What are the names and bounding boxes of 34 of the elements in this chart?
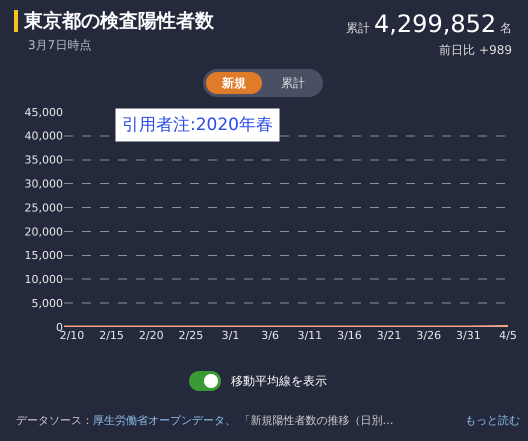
text: 累計 [346,21,370,35]
y-tick-label: 20,000 [24,225,63,238]
x-tick-label: 2/25 [178,329,204,342]
y-tick-label: 40,000 [24,130,63,143]
x-tick-label: 3/16 [337,329,362,342]
x-tick-label: 3/11 [297,329,322,342]
x-tick-label: 2/15 [99,329,124,342]
y-tick-label: 30,000 [24,178,63,191]
y-tick-label: 35,000 [24,154,63,167]
text: 4,299,852 [374,10,496,38]
x-tick-label: 3/1 [222,329,240,342]
chart-subtitle: 3月7日時点 [28,37,92,54]
x-tick-label: 3/6 [261,329,279,342]
x-tick-label: 2/20 [138,329,164,342]
tab-switch: 新規 累計 [203,69,323,97]
y-tick-label: 25,000 [24,201,63,214]
y-tick-label: 0 [56,320,63,334]
x-tick-label: 4/5 [499,329,517,342]
text: 移動平均線を表示 [231,373,327,390]
text: 厚生労働省オープンデータ、 [93,414,236,427]
y-tick-label: 10,000 [24,273,63,286]
y-tick-label: 45,000 [24,106,63,119]
text: 前日比 +989 [439,42,512,59]
x-tick-label: 3/21 [376,329,402,342]
annotation: 引用者注:2020年春 [122,115,273,135]
text: 「新規陽性者数の推移（日別… [239,414,394,427]
text: もっと読む [465,413,520,428]
text: データソース： [16,414,93,427]
x-tick-label: 3/26 [416,329,442,342]
chart-title: 東京都の検査陽性者数 [24,9,214,34]
text: 名 [500,21,512,35]
y-tick-label: 15,000 [24,249,63,262]
x-tick-label: 3/31 [456,329,481,342]
y-tick-label: 5,000 [32,296,63,310]
